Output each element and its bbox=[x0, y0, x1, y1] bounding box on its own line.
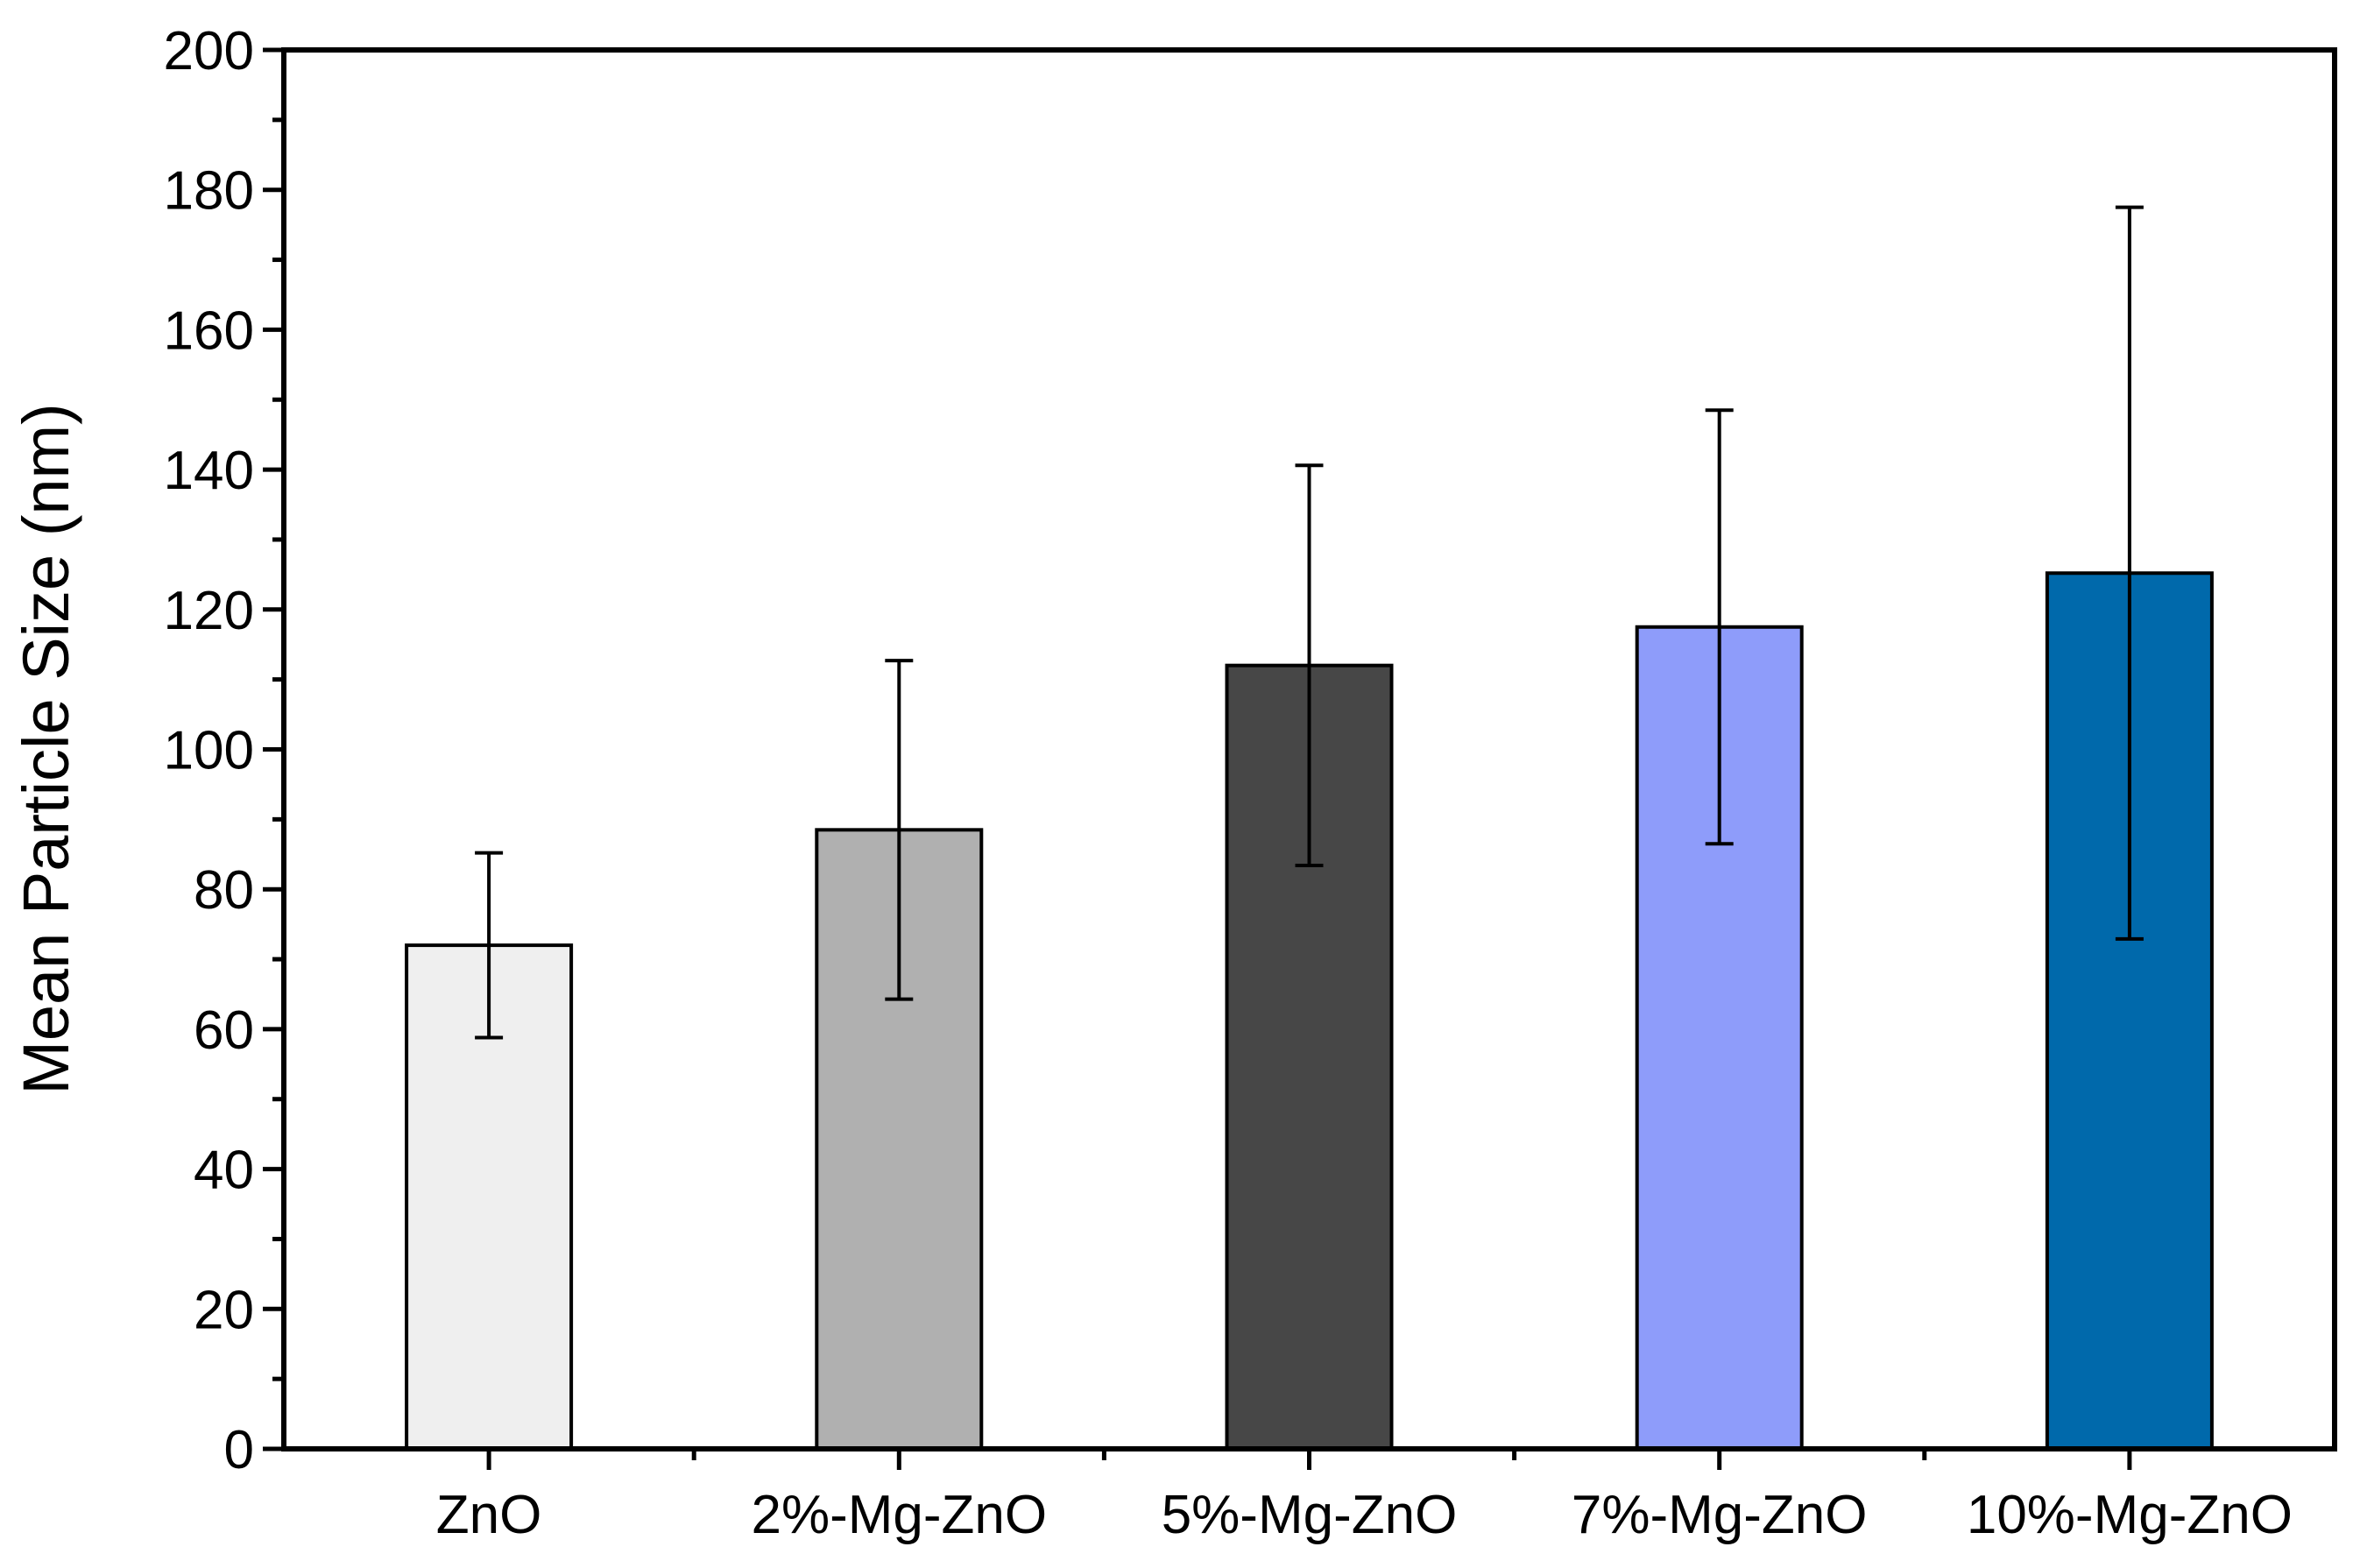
y-tick-label-60: 60 bbox=[194, 1000, 254, 1061]
y-tick-label-160: 160 bbox=[164, 300, 254, 361]
x-axis-ticks: ZnO 2%-Mg-ZnO 5%-Mg-ZnO 7%-Mg-ZnO 10%-Mg-ZnO bbox=[436, 1449, 2293, 1545]
x-tick-label-1: 2%-Mg-ZnO bbox=[751, 1485, 1047, 1545]
y-tick-label-20: 20 bbox=[194, 1280, 254, 1340]
y-tick-label-180: 180 bbox=[164, 161, 254, 222]
y-axis-ticks: 0 20 40 60 80 100 120 140 160 180 200 bbox=[164, 21, 284, 1480]
y-tick-label-80: 80 bbox=[194, 860, 254, 921]
error-bars bbox=[475, 205, 2144, 1040]
y-tick-label-100: 100 bbox=[164, 721, 254, 781]
y-tick-label-200: 200 bbox=[164, 21, 254, 81]
x-tick-label-2: 5%-Mg-ZnO bbox=[1162, 1485, 1458, 1545]
x-tick-label-3: 7%-Mg-ZnO bbox=[1572, 1485, 1868, 1545]
y-tick-label-120: 120 bbox=[164, 581, 254, 641]
x-tick-label-0: ZnO bbox=[436, 1485, 542, 1545]
y-tick-label-40: 40 bbox=[194, 1141, 254, 1201]
y-tick-label-0: 0 bbox=[224, 1420, 254, 1480]
y-tick-label-140: 140 bbox=[164, 441, 254, 501]
x-tick-label-4: 10%-Mg-ZnO bbox=[1967, 1485, 2293, 1545]
y-axis-title: Mean Particle Size (nm) bbox=[10, 403, 82, 1095]
